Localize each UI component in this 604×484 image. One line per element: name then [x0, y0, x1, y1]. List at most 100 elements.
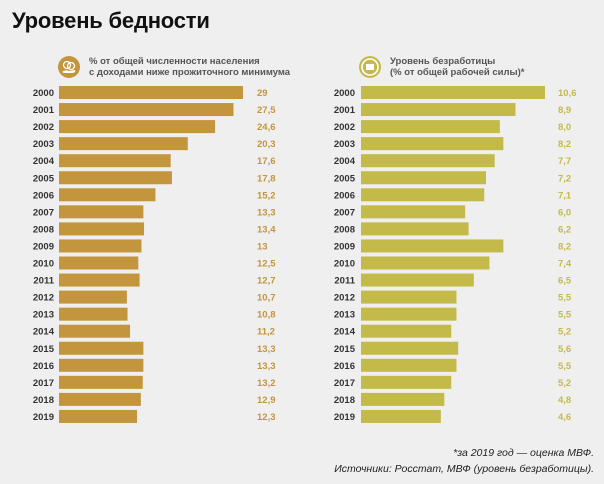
unemployment-value-label: 5,5 — [558, 310, 572, 321]
unemployment-year-label: 2003 — [334, 139, 355, 150]
poverty-value-label: 15,2 — [257, 190, 276, 201]
unemployment-value-label: 6,2 — [558, 224, 571, 235]
footnote-sources: Источники: Росстат, МВФ (уровень безрабо… — [334, 463, 594, 475]
unemployment-bar — [361, 256, 490, 270]
unemployment-bar — [361, 137, 504, 151]
poverty-value-label: 12,9 — [257, 395, 276, 406]
poverty-year-label: 2002 — [33, 122, 54, 133]
poverty-year-label: 2010 — [33, 259, 54, 270]
poverty-value-label: 13,3 — [257, 207, 276, 218]
unemployment-bar — [361, 375, 452, 389]
unemployment-year-label: 2009 — [334, 241, 355, 252]
poverty-value-label: 12,5 — [257, 259, 276, 270]
poverty-legend-line1: % от общей численности населения — [89, 56, 260, 67]
unemployment-value-label: 6,5 — [558, 276, 572, 287]
unemployment-value-label: 5,6 — [558, 344, 571, 355]
unemployment-year-label: 2000 — [334, 88, 355, 99]
poverty-value-label: 10,7 — [257, 293, 276, 304]
unemployment-bar — [361, 341, 459, 355]
poverty-value-label: 20,3 — [257, 139, 276, 150]
unemployment-year-label: 2016 — [334, 361, 355, 372]
unemployment-bar — [361, 103, 516, 117]
unemployment-value-label: 5,5 — [558, 293, 572, 304]
unemployment-value-label: 10,6 — [558, 88, 577, 99]
poverty-bar — [59, 341, 144, 355]
unemployment-value-label: 5,2 — [558, 378, 571, 389]
poverty-year-label: 2014 — [33, 327, 55, 338]
unemployment-bar — [361, 120, 500, 134]
unemployment-legend-line2: (% от общей рабочей силы)* — [390, 67, 525, 78]
poverty-year-label: 2017 — [33, 378, 54, 389]
poverty-year-label: 2008 — [33, 224, 54, 235]
unemployment-value-label: 8,9 — [558, 105, 571, 116]
poverty-bar — [59, 137, 188, 151]
poverty-legend: % от общей численности населения с доход… — [58, 56, 290, 78]
poverty-value-label: 10,8 — [257, 310, 276, 321]
unemployment-value-label: 6,0 — [558, 207, 571, 218]
poverty-value-label: 24,6 — [257, 122, 276, 133]
flag-icon — [359, 56, 381, 78]
unemployment-value-label: 8,2 — [558, 139, 571, 150]
unemployment-bar — [361, 188, 485, 202]
unemployment-year-label: 2008 — [334, 224, 355, 235]
poverty-value-label: 17,6 — [257, 156, 276, 167]
unemployment-bar — [361, 290, 457, 304]
unemployment-year-label: 2011 — [334, 276, 355, 287]
poverty-value-label: 13 — [257, 241, 268, 252]
poverty-year-label: 2006 — [33, 190, 54, 201]
unemployment-year-label: 2010 — [334, 259, 355, 270]
unemployment-value-label: 8,2 — [558, 241, 571, 252]
poverty-bar — [59, 86, 243, 99]
unemployment-bar — [361, 86, 545, 99]
page-title: Уровень бедности — [12, 8, 210, 33]
poverty-year-label: 2012 — [33, 293, 54, 304]
poverty-year-label: 2001 — [33, 105, 55, 116]
poverty-value-label: 12,3 — [257, 412, 276, 423]
poverty-year-label: 2003 — [33, 139, 54, 150]
poverty-bar — [59, 375, 143, 389]
unemployment-bar — [361, 307, 457, 321]
poverty-bar — [59, 205, 144, 219]
poverty-year-label: 2009 — [33, 241, 54, 252]
poverty-bar — [59, 188, 156, 202]
poverty-value-label: 27,5 — [257, 105, 276, 116]
unemployment-bar — [361, 409, 441, 423]
poverty-bar — [59, 392, 141, 406]
unemployment-bar — [361, 205, 466, 219]
unemployment-year-label: 2006 — [334, 190, 355, 201]
poverty-year-label: 2007 — [33, 207, 54, 218]
unemployment-legend-line1: Уровень безработицы — [390, 56, 496, 67]
poverty-year-label: 2000 — [33, 88, 54, 99]
unemployment-bar — [361, 222, 469, 236]
unemployment-year-label: 2012 — [334, 293, 355, 304]
poverty-year-label: 2005 — [33, 173, 55, 184]
poverty-bar — [59, 307, 128, 321]
poverty-year-label: 2011 — [33, 276, 54, 287]
poverty-value-label: 13,3 — [257, 344, 276, 355]
unemployment-value-label: 8,0 — [558, 122, 571, 133]
poverty-value-label: 17,8 — [257, 173, 276, 184]
poverty-bar — [59, 409, 138, 423]
unemployment-bar — [361, 273, 474, 287]
poverty-legend-line2: с доходами ниже прожиточного минимума — [89, 67, 291, 78]
unemployment-value-label: 5,5 — [558, 361, 572, 372]
poverty-bar — [59, 256, 139, 270]
unemployment-value-label: 7,7 — [558, 156, 571, 167]
poverty-bar — [59, 103, 234, 117]
poverty-year-label: 2018 — [33, 395, 54, 406]
unemployment-value-label: 5,2 — [558, 327, 571, 338]
unemployment-value-label: 7,4 — [558, 259, 572, 270]
unemployment-year-label: 2018 — [334, 395, 355, 406]
unemployment-year-label: 2017 — [334, 378, 355, 389]
poverty-bar — [59, 273, 140, 287]
poverty-value-label: 13,4 — [257, 224, 276, 235]
poverty-year-label: 2019 — [33, 412, 54, 423]
unemployment-legend: Уровень безработицы (% от общей рабочей … — [359, 56, 525, 78]
unemployment-value-label: 7,1 — [558, 190, 572, 201]
poverty-bar — [59, 324, 131, 338]
poverty-value-label: 11,2 — [257, 327, 275, 338]
unemployment-year-label: 2007 — [334, 207, 355, 218]
poverty-bar — [59, 290, 127, 304]
footnote-estimate: *за 2019 год — оценка МВФ. — [453, 447, 594, 459]
